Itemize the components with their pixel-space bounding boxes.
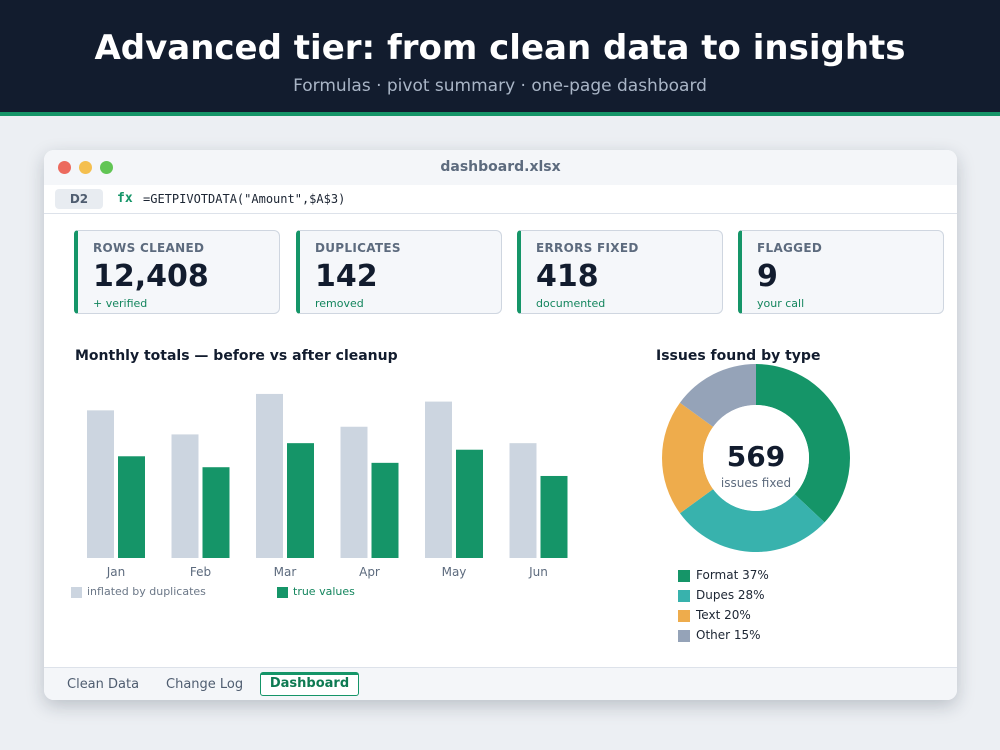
kpi-label: DUPLICATES — [315, 241, 401, 255]
kpi-value: 142 — [315, 259, 378, 294]
legend-label-true-values: true values — [293, 585, 355, 598]
hero-title: Advanced tier: from clean data to insigh… — [94, 28, 906, 68]
legend-swatch — [678, 570, 690, 582]
kpi-label: ROWS CLEANED — [93, 241, 205, 255]
fx-icon: fx — [117, 191, 133, 206]
hero-banner: Advanced tier: from clean data to insigh… — [0, 0, 1000, 116]
kpi-label: ERRORS FIXED — [536, 241, 639, 255]
bar-apr-true — [371, 462, 399, 558]
legend-label: Dupes 28% — [696, 588, 765, 602]
bar-jan-inflated — [87, 410, 114, 558]
legend-swatch-inflated — [71, 587, 82, 598]
bar-jun-true — [540, 475, 568, 558]
donut-chart: 569 issues fixed — [662, 364, 850, 552]
bar-apr-inflated — [340, 426, 368, 558]
donut-legend: Format 37% Dupes 28% Text 20% Other 15% — [678, 568, 878, 658]
legend-label-inflated: inflated by duplicates — [87, 585, 206, 598]
donut-slice-dupes — [679, 489, 825, 552]
bar-mar-inflated — [256, 393, 283, 558]
kpi-card-rows-cleaned: ROWS CLEANED 12,408 + verified — [74, 230, 280, 314]
kpi-value: 12,408 — [93, 259, 209, 294]
bar-feb-inflated — [171, 434, 199, 558]
close-window-button[interactable] — [58, 161, 71, 174]
donut-center-value: 569 — [727, 440, 785, 473]
maximize-window-button[interactable] — [100, 161, 113, 174]
kpi-note: documented — [536, 297, 606, 310]
minimize-window-button[interactable] — [79, 161, 92, 174]
window-title: dashboard.xlsx — [440, 159, 561, 175]
x-tick-label: Jan — [106, 565, 126, 579]
legend-label: Format 37% — [696, 568, 769, 582]
sheet-tab-change-log[interactable]: Change Log — [166, 677, 244, 692]
sheet-tab-dashboard[interactable]: Dashboard — [260, 672, 359, 696]
hero-subtitle: Formulas · pivot summary · one-page dash… — [293, 76, 707, 96]
kpi-label: FLAGGED — [757, 241, 823, 255]
cell-reference-box[interactable]: D2 — [55, 189, 103, 209]
x-tick-label: May — [442, 565, 467, 579]
formula-input[interactable]: =GETPIVOTDATA("Amount",$A$3) — [143, 192, 346, 206]
legend-swatch — [678, 610, 690, 622]
bar-chart: Jan Feb Mar Apr May Jun — [87, 393, 568, 579]
x-tick-label: Apr — [359, 565, 380, 579]
kpi-note: your call — [757, 297, 805, 310]
spreadsheet-window: dashboard.xlsx D2 fx =GETPIVOTDATA("Amou… — [44, 150, 957, 700]
legend-label: Other 15% — [696, 628, 761, 642]
kpi-card-flagged: FLAGGED 9 your call — [738, 230, 944, 314]
window-titlebar: dashboard.xlsx — [44, 150, 957, 185]
donut-hole — [703, 405, 809, 511]
bar-chart-title: Monthly totals — before vs after cleanup — [75, 348, 398, 364]
donut-slice-other — [679, 364, 756, 427]
kpi-value: 418 — [536, 259, 599, 294]
legend-label: Text 20% — [696, 608, 751, 622]
bar-may-inflated — [425, 401, 452, 558]
sheet-tab-clean-data[interactable]: Clean Data — [67, 677, 140, 692]
bar-jan-true — [118, 456, 145, 558]
donut-slice-format — [756, 364, 850, 523]
legend-swatch-true-values — [277, 587, 288, 598]
x-tick-label: Mar — [274, 565, 297, 579]
x-tick-label: Feb — [190, 565, 211, 579]
bar-jun-inflated — [509, 443, 537, 558]
kpi-note: + verified — [93, 297, 148, 310]
formula-bar: D2 fx =GETPIVOTDATA("Amount",$A$3) — [44, 185, 957, 214]
donut-center-label: issues fixed — [721, 476, 791, 490]
bar-may-true — [456, 449, 483, 558]
donut-chart-title: Issues found by type — [656, 348, 821, 364]
sheet-tabs-bar: Clean Data Change Log Dashboard — [44, 667, 957, 700]
kpi-value: 9 — [757, 259, 778, 294]
legend-swatch — [678, 630, 690, 642]
bar-mar-true — [287, 443, 314, 558]
bar-feb-true — [202, 467, 230, 558]
kpi-note: removed — [315, 297, 364, 310]
x-tick-label: Jun — [528, 565, 548, 579]
donut-slice-text — [662, 402, 714, 514]
kpi-card-errors-fixed: ERRORS FIXED 418 documented — [517, 230, 723, 314]
kpi-card-duplicates: DUPLICATES 142 removed — [296, 230, 502, 314]
legend-swatch — [678, 590, 690, 602]
